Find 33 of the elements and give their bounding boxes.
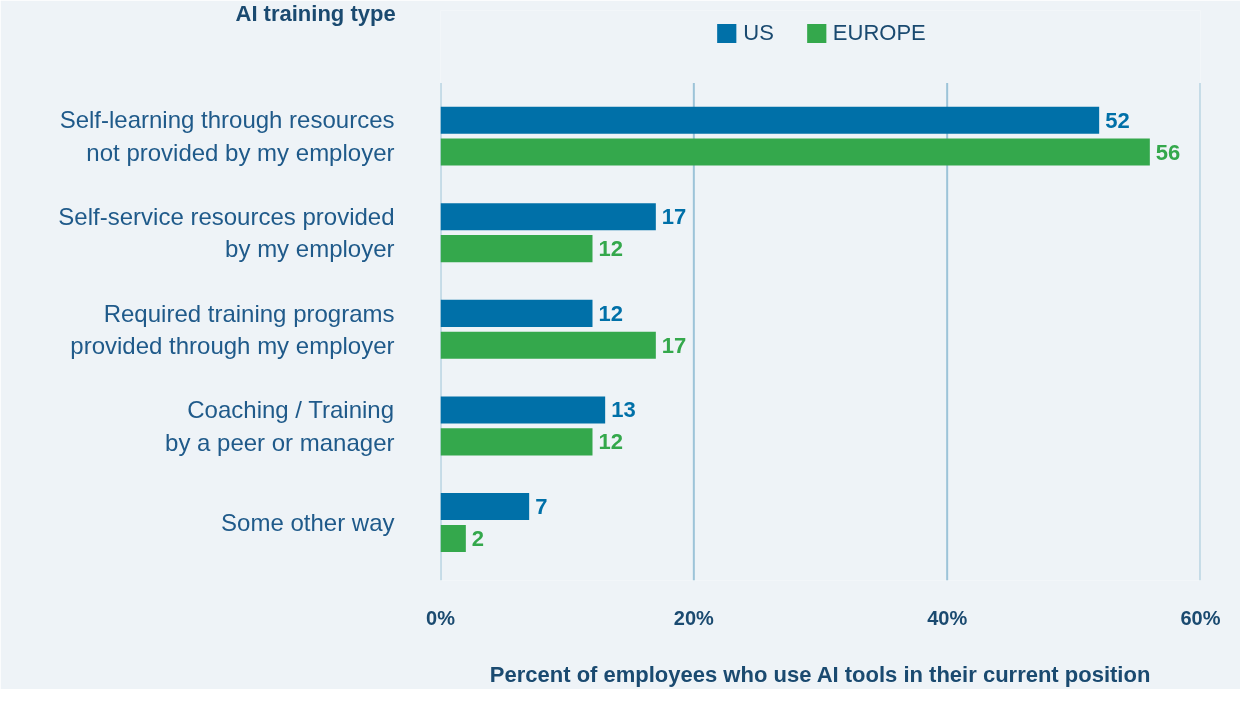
- data-label: 52: [1105, 107, 1130, 133]
- bar: [440, 299, 593, 327]
- x-tick-label: 60%: [1180, 606, 1221, 629]
- data-label: 13: [611, 397, 636, 423]
- data-label: 12: [598, 429, 623, 455]
- data-label: 12: [598, 236, 623, 262]
- bar: [440, 235, 593, 263]
- y-tick-label: Required training programs provided through my employer: [70, 299, 395, 360]
- data-label: 56: [1155, 139, 1181, 165]
- x-tick-label: 40%: [927, 606, 968, 629]
- bar: [440, 396, 606, 424]
- data-label: 2: [471, 525, 485, 551]
- bar: [440, 493, 530, 521]
- data-label: 12: [598, 300, 623, 326]
- bar: [440, 331, 656, 359]
- x-tick-label: 0%: [426, 606, 456, 629]
- y-tick-label: Some other way: [221, 509, 395, 537]
- legend-label: US: [743, 20, 774, 46]
- y-tick-label: Coaching / Training by a peer or manager: [165, 396, 395, 456]
- data-label: 17: [661, 332, 687, 358]
- y-axis-title: AI training type: [235, 0, 396, 26]
- data-label: 17: [661, 204, 687, 230]
- bar: [440, 138, 1150, 166]
- bar: [440, 203, 656, 231]
- bar: [440, 428, 593, 456]
- y-tick-label: Self-service resources provided by my employer: [58, 203, 395, 263]
- data-label: 7: [535, 494, 548, 520]
- legend-label: EUROPE: [832, 20, 926, 46]
- bar: [440, 106, 1100, 134]
- x-tick-label: 20%: [673, 606, 715, 629]
- x-axis-title: Percent of employees who use AI tools in their current position: [489, 661, 1151, 687]
- bar: [440, 524, 466, 552]
- y-tick-label: Self-learning through resources not provided by my employer: [59, 106, 395, 166]
